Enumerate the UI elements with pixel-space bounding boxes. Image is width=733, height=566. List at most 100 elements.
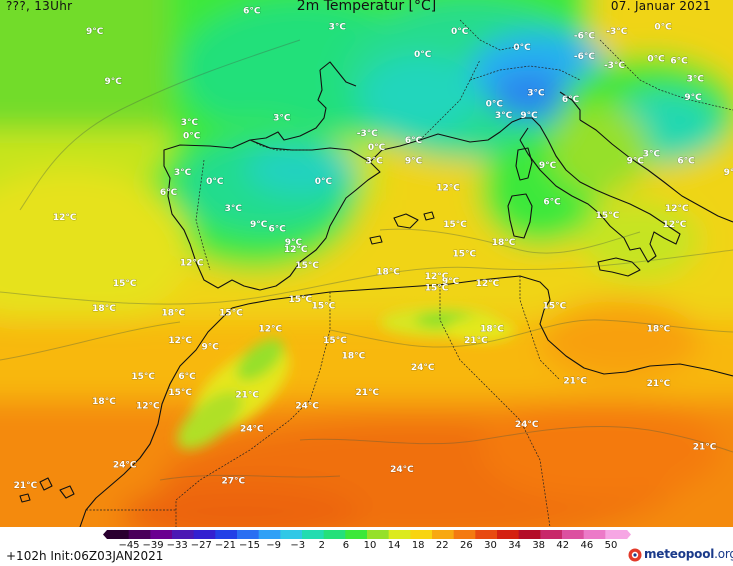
- colorbar-swatch: [323, 530, 346, 539]
- temperature-label: 12°C: [168, 336, 192, 346]
- temperature-label: 15°C: [323, 336, 347, 346]
- temperature-label: 3°C: [273, 113, 291, 123]
- temperature-label: 3°C: [366, 156, 384, 166]
- colorbar-swatch: [540, 530, 563, 539]
- temperature-label: 6°C: [405, 136, 423, 146]
- temperature-label: 9°C: [520, 111, 538, 121]
- forecast-day-time: ???, 13Uhr: [6, 0, 73, 13]
- temperature-label: 18°C: [376, 268, 400, 278]
- colorbar-tick-label: 2: [318, 540, 325, 551]
- colorbar-swatch: [215, 530, 238, 539]
- temperature-labels: 6°C3°C9°C 0°C0°C0°C-6°C -3°C 0°C-6°C-3°C0°C…: [13, 6, 733, 492]
- colorbar-swatch: [388, 530, 411, 539]
- colorbar: [103, 530, 631, 539]
- temperature-label: 9°C: [724, 168, 733, 178]
- temperature-map: 6°C3°C9°C 0°C0°C0°C-6°C -3°C 0°C-6°C-3°C0°C…: [0, 0, 733, 527]
- temperature-label: 18°C: [92, 304, 116, 314]
- temperature-label: 12°C: [665, 204, 689, 214]
- colorbar-swatch: [128, 530, 151, 539]
- colorbar-tick-label: −45: [118, 540, 140, 551]
- temperature-label: 21°C: [647, 379, 671, 389]
- temperature-label: 18°C: [647, 324, 671, 334]
- temperature-label: 6°C: [562, 95, 580, 105]
- temperature-label: 0°C: [368, 143, 386, 153]
- temperature-label: 0°C: [647, 54, 665, 64]
- colorbar-tick-label: −27: [190, 540, 212, 551]
- temperature-label: 15°C: [443, 220, 467, 230]
- temperature-label: -3°C: [604, 61, 625, 71]
- temperature-label: 3°C: [225, 204, 243, 214]
- temperature-label: 21°C: [355, 388, 379, 398]
- temperature-label: 15°C: [113, 279, 137, 289]
- colorbar-swatch: [518, 530, 541, 539]
- colorbar-tick-label: −15: [238, 540, 261, 551]
- colorbar-swatch: [497, 530, 520, 539]
- temperature-shading: [0, 0, 733, 527]
- brand-suffix: .org: [714, 547, 733, 561]
- forecast-date: 07. Januar 2021: [610, 0, 711, 13]
- colorbar-tick-label: 30: [484, 540, 497, 551]
- mountain-shading: [177, 307, 515, 450]
- temperature-label: 0°C: [654, 23, 672, 33]
- temperature-label: 15°C: [295, 261, 319, 271]
- temperature-label: 9°C: [105, 77, 123, 87]
- temperature-label: 18°C: [342, 352, 366, 362]
- colorbar-swatch: [150, 530, 173, 539]
- colorbar-tick-label: 46: [580, 540, 594, 551]
- temperature-label: 24°C: [240, 424, 264, 434]
- temperature-label: 9°C: [250, 220, 268, 230]
- colorbar-tick-label: 18: [411, 540, 425, 551]
- brand-name: meteopool: [644, 547, 715, 561]
- colorbar-swatch: [258, 530, 281, 539]
- temperature-label: -6°C: [574, 32, 595, 42]
- temperature-label: 15°C: [288, 295, 312, 305]
- colorbar-tick-label: −39: [142, 540, 164, 551]
- meteopool-logo-icon: [628, 548, 642, 562]
- temperature-label: 0°C: [486, 100, 504, 110]
- temperature-label: 15°C: [312, 302, 336, 312]
- temperature-label: 15°C: [168, 388, 192, 398]
- temperature-label: 9°C: [684, 93, 702, 103]
- temperature-label: 12°C: [436, 184, 460, 194]
- temperature-label: 9°C: [539, 161, 557, 171]
- temperature-label: 0°C: [315, 177, 333, 187]
- colorbar-swatch: [367, 530, 390, 539]
- colorbar-tick-label: −33: [166, 540, 188, 551]
- colorbar-tick-label: 50: [604, 540, 618, 551]
- colorbar-swatch: [280, 530, 303, 539]
- temperature-label: 0°C: [451, 27, 469, 37]
- temperature-label: 24°C: [411, 363, 435, 373]
- temperature-label: 9°C: [405, 156, 423, 166]
- colorbar-tick-label: 34: [508, 540, 521, 551]
- temperature-label: 24°C: [295, 402, 319, 412]
- colorbar-swatch: [193, 530, 216, 539]
- temperature-label: 24°C: [515, 420, 539, 430]
- colorbar-swatch: [605, 530, 628, 539]
- temperature-label: 12°C: [425, 272, 449, 282]
- temperature-label: 21°C: [14, 481, 38, 491]
- temperature-label: 15°C: [452, 250, 476, 260]
- temperature-label: 9°C: [202, 343, 220, 353]
- colorbar-swatch: [562, 530, 585, 539]
- colorbar-tick-label: 42: [556, 540, 570, 551]
- temperature-label: 0°C: [206, 177, 224, 187]
- run-info: +102h Init:06Z03JAN2021: [6, 549, 164, 563]
- temperature-label: 6°C: [269, 225, 287, 235]
- temperature-label: 15°C: [219, 309, 243, 319]
- colorbar-tick-label: −9: [266, 540, 281, 551]
- colorbar-tick-label: 14: [387, 540, 401, 551]
- color-legend: −45 −39 −33 −27 −21 −15 −9 −3 2 6 10 14 18 22 26 30 34 38…: [0, 527, 733, 566]
- temperature-label: 12°C: [180, 259, 204, 269]
- temperature-label: 3°C: [329, 23, 347, 33]
- temperature-label: 12°C: [53, 213, 77, 223]
- coastlines: [19, 61, 733, 527]
- temperature-label: 15°C: [543, 302, 567, 312]
- temperature-label: 9°C: [627, 156, 645, 166]
- colorbar-tick-label: 6: [342, 540, 350, 551]
- temperature-label: 12°C: [663, 220, 687, 230]
- temperature-label: 3°C: [687, 75, 705, 85]
- temperature-label: 0°C: [414, 50, 432, 60]
- temperature-label: 3°C: [495, 111, 513, 121]
- temperature-label: 24°C: [390, 465, 414, 475]
- colorbar-tick-label: −21: [214, 540, 236, 551]
